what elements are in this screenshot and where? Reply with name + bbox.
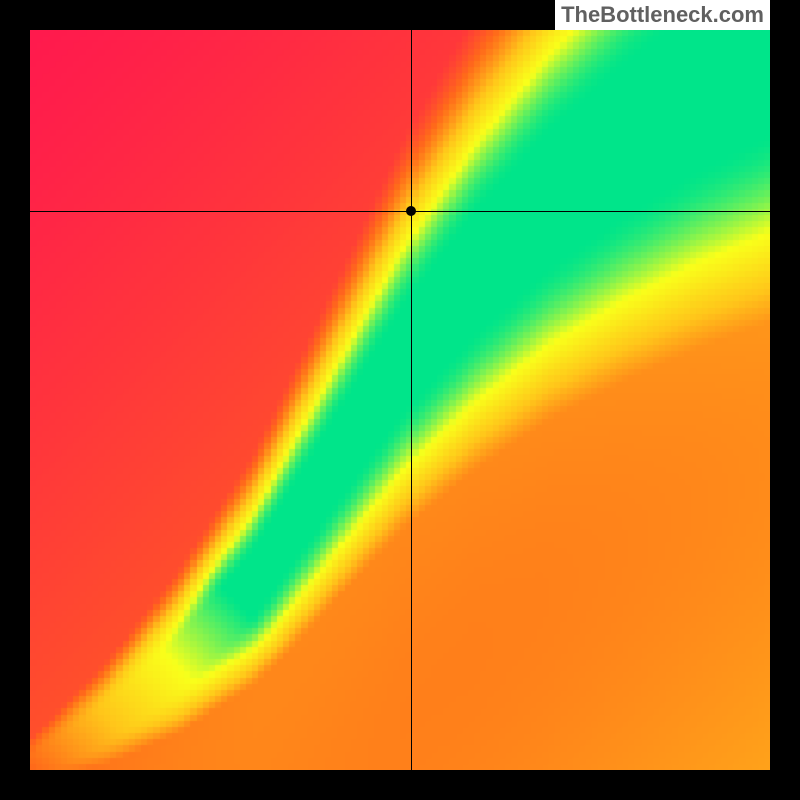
crosshair-marker [406, 206, 416, 216]
crosshair-horizontal [30, 211, 770, 212]
bottleneck-heatmap [30, 30, 770, 770]
crosshair-vertical [411, 30, 412, 770]
watermark-text: TheBottleneck.com [555, 0, 770, 30]
chart-container: TheBottleneck.com [0, 0, 800, 800]
